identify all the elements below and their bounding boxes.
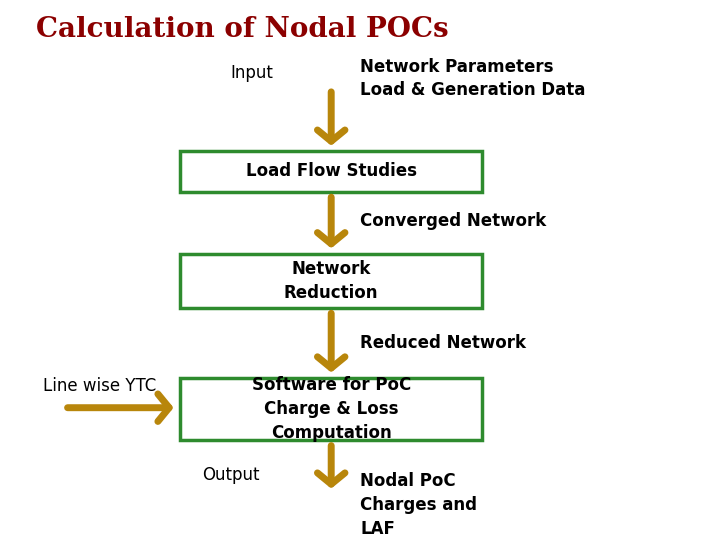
Text: Calculation of Nodal POCs: Calculation of Nodal POCs	[36, 16, 449, 43]
Text: Nodal PoC
Charges and
LAF: Nodal PoC Charges and LAF	[360, 472, 477, 537]
Text: Software for PoC
Charge & Loss
Computation: Software for PoC Charge & Loss Computati…	[251, 376, 411, 442]
Text: Reduced Network: Reduced Network	[360, 334, 526, 352]
FancyBboxPatch shape	[180, 151, 482, 192]
Text: Input: Input	[230, 64, 274, 82]
FancyBboxPatch shape	[180, 254, 482, 308]
Text: Output: Output	[202, 466, 259, 484]
Text: Network Parameters
Load & Generation Data: Network Parameters Load & Generation Dat…	[360, 57, 585, 99]
Text: Load Flow Studies: Load Flow Studies	[246, 163, 417, 180]
Text: Line wise YTC: Line wise YTC	[43, 377, 156, 395]
FancyBboxPatch shape	[180, 378, 482, 440]
Text: Network
Reduction: Network Reduction	[284, 260, 379, 302]
Text: Converged Network: Converged Network	[360, 212, 546, 231]
